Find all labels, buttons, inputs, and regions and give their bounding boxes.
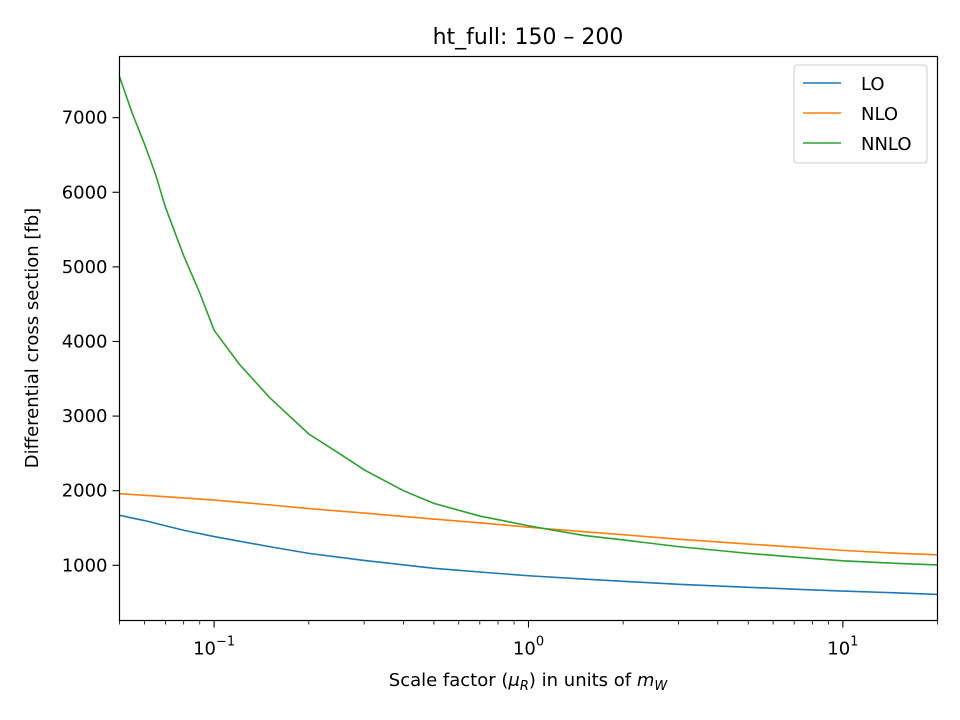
x-tick-label: 10−1 bbox=[193, 635, 235, 660]
x-axis-title-sub-w: W bbox=[654, 679, 668, 694]
x-axis-ticks: 10−1 100 101 bbox=[119, 620, 938, 660]
series-line-nlo bbox=[119, 492, 938, 556]
y-axis-title: Differential cross section [fb] bbox=[22, 208, 43, 468]
y-tick-label: 2000 bbox=[62, 481, 108, 502]
legend-box bbox=[793, 64, 928, 164]
legend-label-nlo: NLO bbox=[861, 104, 898, 125]
legend: LO NLO NNLO bbox=[793, 64, 928, 164]
x-tick-label: 100 bbox=[513, 635, 544, 660]
y-tick-label: 7000 bbox=[62, 108, 108, 129]
y-tick-label: 3000 bbox=[62, 406, 108, 427]
y-tick-label: 6000 bbox=[62, 182, 108, 203]
y-axis-ticks: 1000 2000 3000 4000 5000 6000 7000 bbox=[62, 108, 120, 576]
chart-title: ht_full: 150 – 200 bbox=[433, 25, 624, 50]
x-axis-title-part: Scale factor ( bbox=[389, 670, 509, 691]
x-tick-label: 101 bbox=[827, 635, 858, 660]
y-tick-label: 1000 bbox=[62, 555, 108, 576]
x-axis-title-mu: μ bbox=[507, 670, 519, 691]
y-tick-label: 4000 bbox=[62, 331, 108, 352]
series-line-lo bbox=[119, 514, 938, 596]
x-axis-title-part: ) in units of bbox=[529, 670, 637, 691]
x-axis-title: Scale factor (μR) in units of mW bbox=[389, 670, 669, 694]
x-axis-title-m: m bbox=[637, 670, 655, 691]
x-axis-title-sub-r: R bbox=[520, 679, 529, 694]
series-line-nnlo bbox=[118, 76, 938, 566]
legend-label-nnlo: NNLO bbox=[861, 134, 911, 155]
y-tick-label: 5000 bbox=[62, 257, 108, 278]
series-layer bbox=[118, 76, 938, 596]
legend-label-lo: LO bbox=[861, 74, 885, 95]
